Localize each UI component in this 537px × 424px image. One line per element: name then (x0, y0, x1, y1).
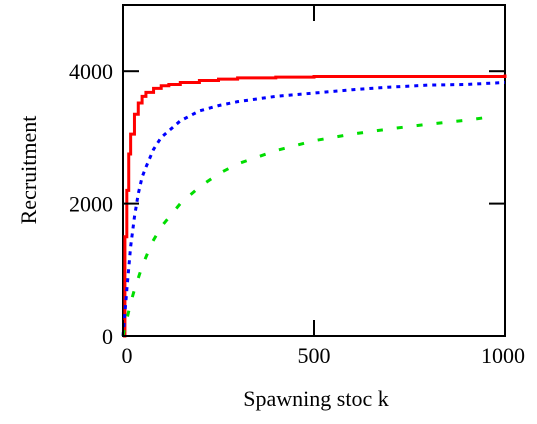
x-axis-label: Spawning stoc k (243, 386, 388, 411)
series-line-0 (123, 74, 507, 338)
plot-frame (122, 4, 506, 337)
y-tick-label: 2000 (69, 192, 113, 217)
plot-border (122, 4, 506, 337)
x-tick-label: 1000 (481, 343, 525, 368)
series-layer (121, 74, 507, 338)
y-tick-label: 4000 (69, 59, 113, 84)
series-line-2 (121, 116, 487, 337)
x-tick-label: 0 (122, 343, 133, 368)
y-axis-label: Recruitment (16, 116, 41, 225)
y-tick-label: 0 (102, 324, 113, 349)
series-line-1 (121, 80, 506, 337)
ticks-layer: 0 500 1000 0 2000 4000 (69, 5, 525, 368)
x-tick-label: 500 (298, 343, 331, 368)
